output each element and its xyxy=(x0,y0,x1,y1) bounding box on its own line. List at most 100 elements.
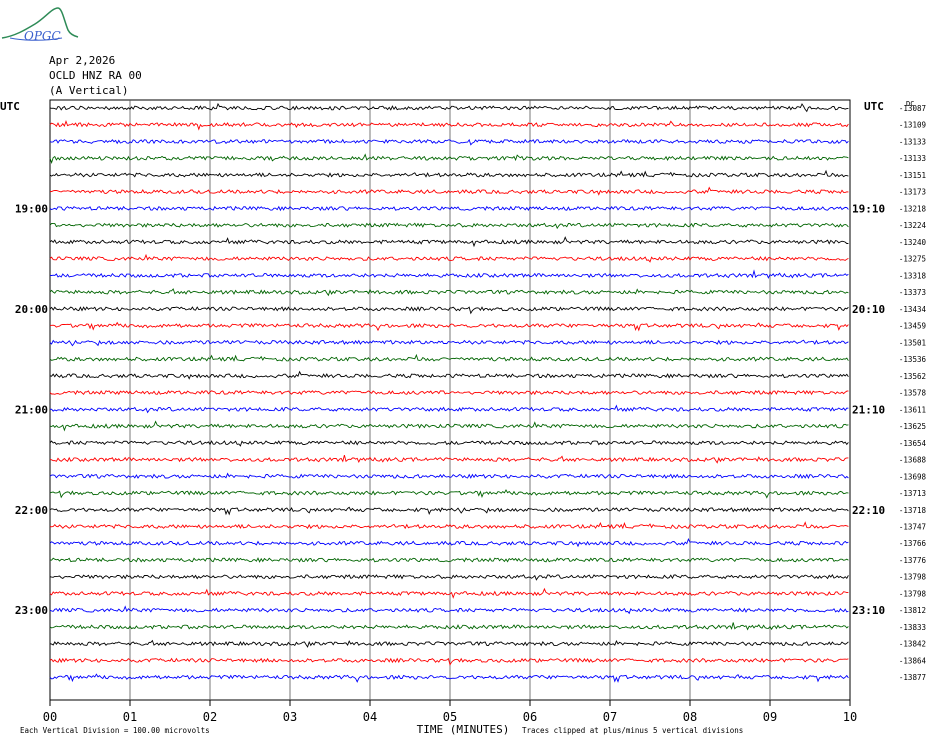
dc-offset-label: -13864 xyxy=(899,656,927,665)
trace-line xyxy=(49,321,849,332)
left-hour-label: 23:00 xyxy=(15,604,48,617)
dc-offset-label: -13842 xyxy=(899,640,926,649)
left-hour-label: 21:00 xyxy=(15,403,48,416)
dc-offset-label: -13240 xyxy=(899,238,927,247)
x-tick-label: 04 xyxy=(363,710,377,724)
trace-line xyxy=(49,339,849,347)
clip-note: Traces clipped at plus/minus 5 vertical … xyxy=(522,726,743,735)
trace-line xyxy=(49,557,849,563)
dc-offset-label: -13713 xyxy=(899,489,926,498)
trace-line xyxy=(49,306,849,315)
station-label: OCLD HNZ RA 00 xyxy=(49,69,142,82)
trace-line xyxy=(49,622,849,631)
trace-line xyxy=(49,454,849,464)
trace-line xyxy=(49,102,849,113)
dc-offset-label: -13798 xyxy=(899,589,927,598)
trace-line xyxy=(49,521,849,530)
dc-offset-label: -13718 xyxy=(899,506,927,515)
dc-offset-label: -13688 xyxy=(899,456,927,465)
trace-line xyxy=(49,353,849,362)
dc-offset-label: -13373 xyxy=(899,288,926,297)
right-hour-label: 19:10 xyxy=(852,202,885,215)
x-tick-label: 06 xyxy=(523,710,537,724)
division-note: Each Vertical Division = 100.00 microvol… xyxy=(20,726,210,735)
dc-offset-label: -13501 xyxy=(899,338,926,347)
trace-line xyxy=(49,370,849,380)
dc-offset-label: -13766 xyxy=(899,539,927,548)
left-axis-label: UTC xyxy=(0,100,20,113)
dc-offset-label: -13434 xyxy=(899,305,927,314)
dc-offset-label: -13611 xyxy=(899,405,926,414)
dc-offset-label: -13275 xyxy=(899,255,926,264)
trace-line xyxy=(49,420,849,432)
right-hour-label: 20:10 xyxy=(852,303,885,316)
dc-offset-label: -13173 xyxy=(899,188,926,197)
trace-line xyxy=(49,506,849,516)
trace-line xyxy=(49,119,849,131)
x-tick-label: 01 xyxy=(123,710,137,724)
dc-offset-label: -13776 xyxy=(899,556,927,565)
trace-line xyxy=(49,673,849,683)
trace-line xyxy=(49,390,849,396)
trace-line xyxy=(49,440,849,447)
x-tick-label: 03 xyxy=(283,710,297,724)
dc-offset-label: -13877 xyxy=(899,673,926,682)
trace-line xyxy=(49,169,849,178)
trace-line xyxy=(49,605,849,615)
dc-offset-label: -13833 xyxy=(899,623,926,632)
date-label: Apr 2,2026 xyxy=(49,54,116,67)
dc-offset-label: -13218 xyxy=(899,204,927,213)
x-tick-label: 09 xyxy=(763,710,777,724)
dc-offset-label: -13747 xyxy=(899,523,926,532)
dc-offset-label: -13798 xyxy=(899,573,927,582)
component-label: (A Vertical) xyxy=(49,84,129,97)
x-tick-label: 02 xyxy=(203,710,217,724)
left-hour-label: 19:00 xyxy=(15,202,48,215)
dc-offset-label: -13224 xyxy=(899,221,927,230)
dc-offset-label: -13625 xyxy=(899,422,926,431)
dc-offset-label: -13151 xyxy=(899,171,926,180)
x-tick-label: 00 xyxy=(43,710,57,724)
dc-offset-label: -13109 xyxy=(899,121,926,130)
dc-offset-label: -13318 xyxy=(899,271,927,280)
dc-offset-label: -13578 xyxy=(899,389,927,398)
trace-line xyxy=(49,186,849,196)
opgc-logo: OPGC xyxy=(1,7,79,43)
trace-line xyxy=(49,587,849,599)
trace-line xyxy=(49,489,849,499)
dc-offset-label: -13536 xyxy=(899,355,927,364)
trace-line xyxy=(49,574,849,581)
x-tick-label: 05 xyxy=(443,710,457,724)
right-hour-label: 21:10 xyxy=(852,403,885,416)
dc-offset-label: -13087 xyxy=(899,104,926,113)
trace-line xyxy=(49,657,849,666)
logo-text: OPGC xyxy=(24,29,61,43)
dc-offset-label: -13562 xyxy=(899,372,926,381)
trace-line xyxy=(49,288,849,297)
dc-offset-label: -13459 xyxy=(899,322,926,331)
trace-line xyxy=(49,253,849,263)
trace-line xyxy=(49,537,849,548)
trace-line xyxy=(49,236,849,248)
x-tick-label: 08 xyxy=(683,710,697,724)
right-hour-label: 22:10 xyxy=(852,504,885,517)
trace-line xyxy=(49,269,849,279)
trace-line xyxy=(49,205,849,212)
x-tick-label: 10 xyxy=(843,710,857,724)
x-axis-title: TIME (MINUTES) xyxy=(417,723,510,736)
dc-offset-label: -13654 xyxy=(899,439,927,448)
trace-line xyxy=(49,153,849,164)
trace-line xyxy=(49,639,849,648)
right-axis-label: UTC xyxy=(864,100,884,113)
dc-unit-label: DC xyxy=(906,100,914,108)
dc-offset-label: -13698 xyxy=(899,472,927,481)
right-hour-label: 23:10 xyxy=(852,604,885,617)
x-tick-label: 07 xyxy=(603,710,617,724)
trace-line xyxy=(49,138,849,146)
left-hour-label: 22:00 xyxy=(15,504,48,517)
trace-line xyxy=(49,404,849,414)
dc-offset-label: -13133 xyxy=(899,137,926,146)
trace-line xyxy=(49,472,849,480)
dc-offset-label: -13812 xyxy=(899,606,926,615)
